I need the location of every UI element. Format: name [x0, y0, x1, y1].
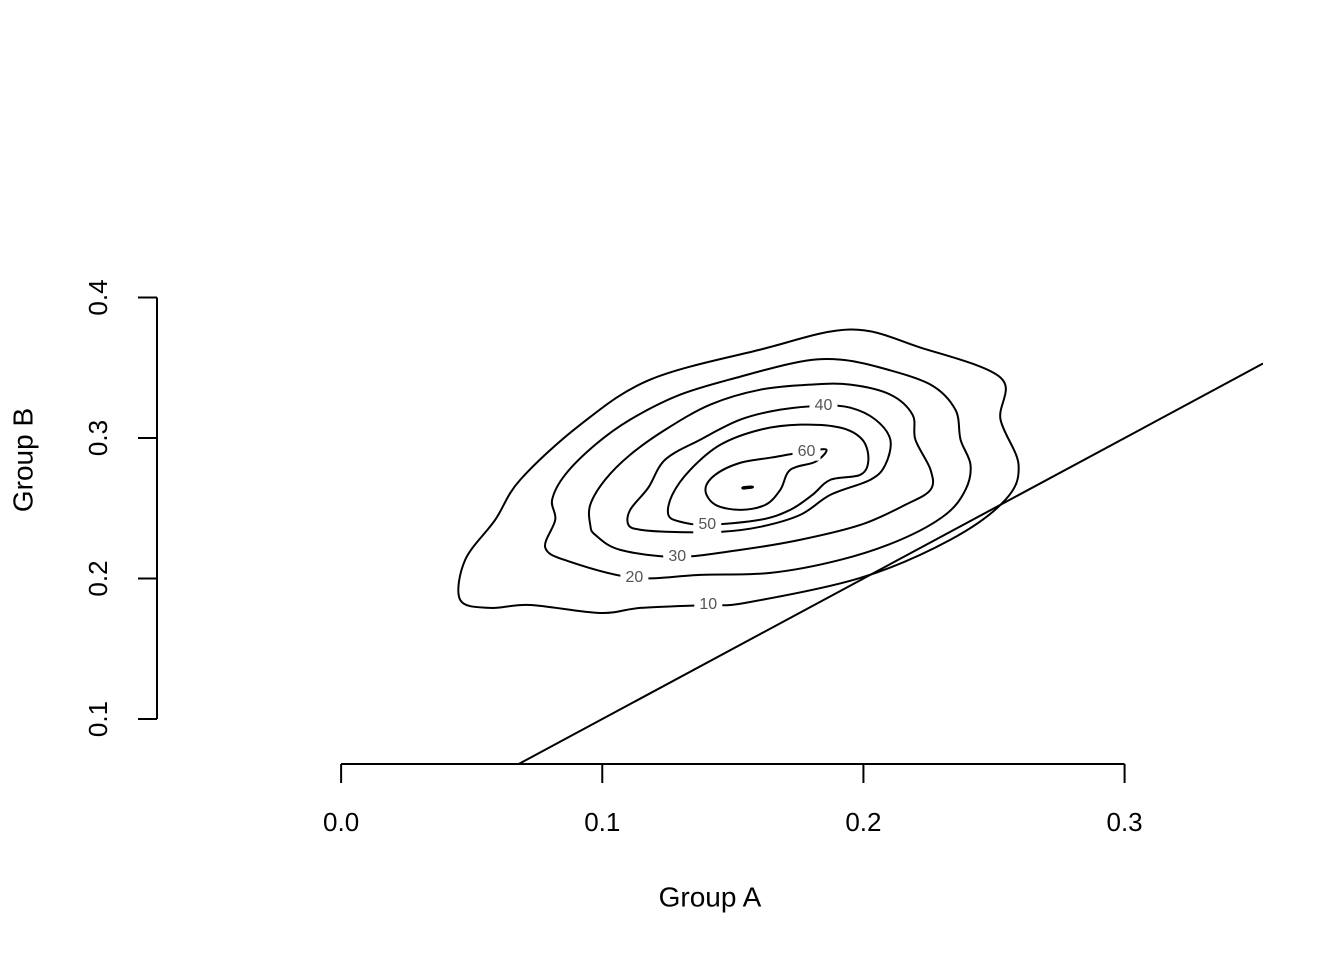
x-axis-title: Group A: [659, 881, 762, 912]
contour-label: 10: [699, 596, 717, 613]
contour-label-bg: [620, 568, 649, 587]
contour-line: [457, 328, 1020, 614]
contour-label: 60: [798, 443, 816, 460]
contour-label-bg: [809, 396, 838, 415]
x-tick-label: 0.1: [584, 807, 620, 837]
y-tick-label: 0.2: [83, 560, 113, 596]
y-tick-label: 0.3: [83, 420, 113, 456]
contour-label: 30: [668, 548, 686, 565]
y-tick-label: 0.4: [83, 279, 113, 315]
contour-line: [704, 448, 828, 511]
contour-line: [666, 423, 870, 526]
contour-label-bg: [694, 595, 723, 614]
reference-line: [516, 362, 1263, 764]
y-tick-label: 0.1: [83, 701, 113, 737]
contour-line: [626, 404, 892, 534]
contour-label-bg: [663, 547, 692, 566]
x-tick-label: 0.0: [323, 807, 359, 837]
contour-label-bg: [693, 515, 722, 534]
contour-label-bg: [792, 442, 821, 461]
plot-area: 10 20 30 40 50 60: [457, 328, 1263, 764]
contour-label: 50: [698, 516, 716, 533]
contour-line: [741, 485, 755, 490]
contour-line: [544, 358, 972, 580]
contour-line: [587, 382, 935, 558]
contour-label: 20: [625, 569, 643, 586]
y-axis-title: Group B: [7, 408, 38, 512]
x-tick-label: 0.3: [1107, 807, 1143, 837]
x-tick-label: 0.2: [845, 807, 881, 837]
contour-label: 40: [815, 397, 833, 414]
